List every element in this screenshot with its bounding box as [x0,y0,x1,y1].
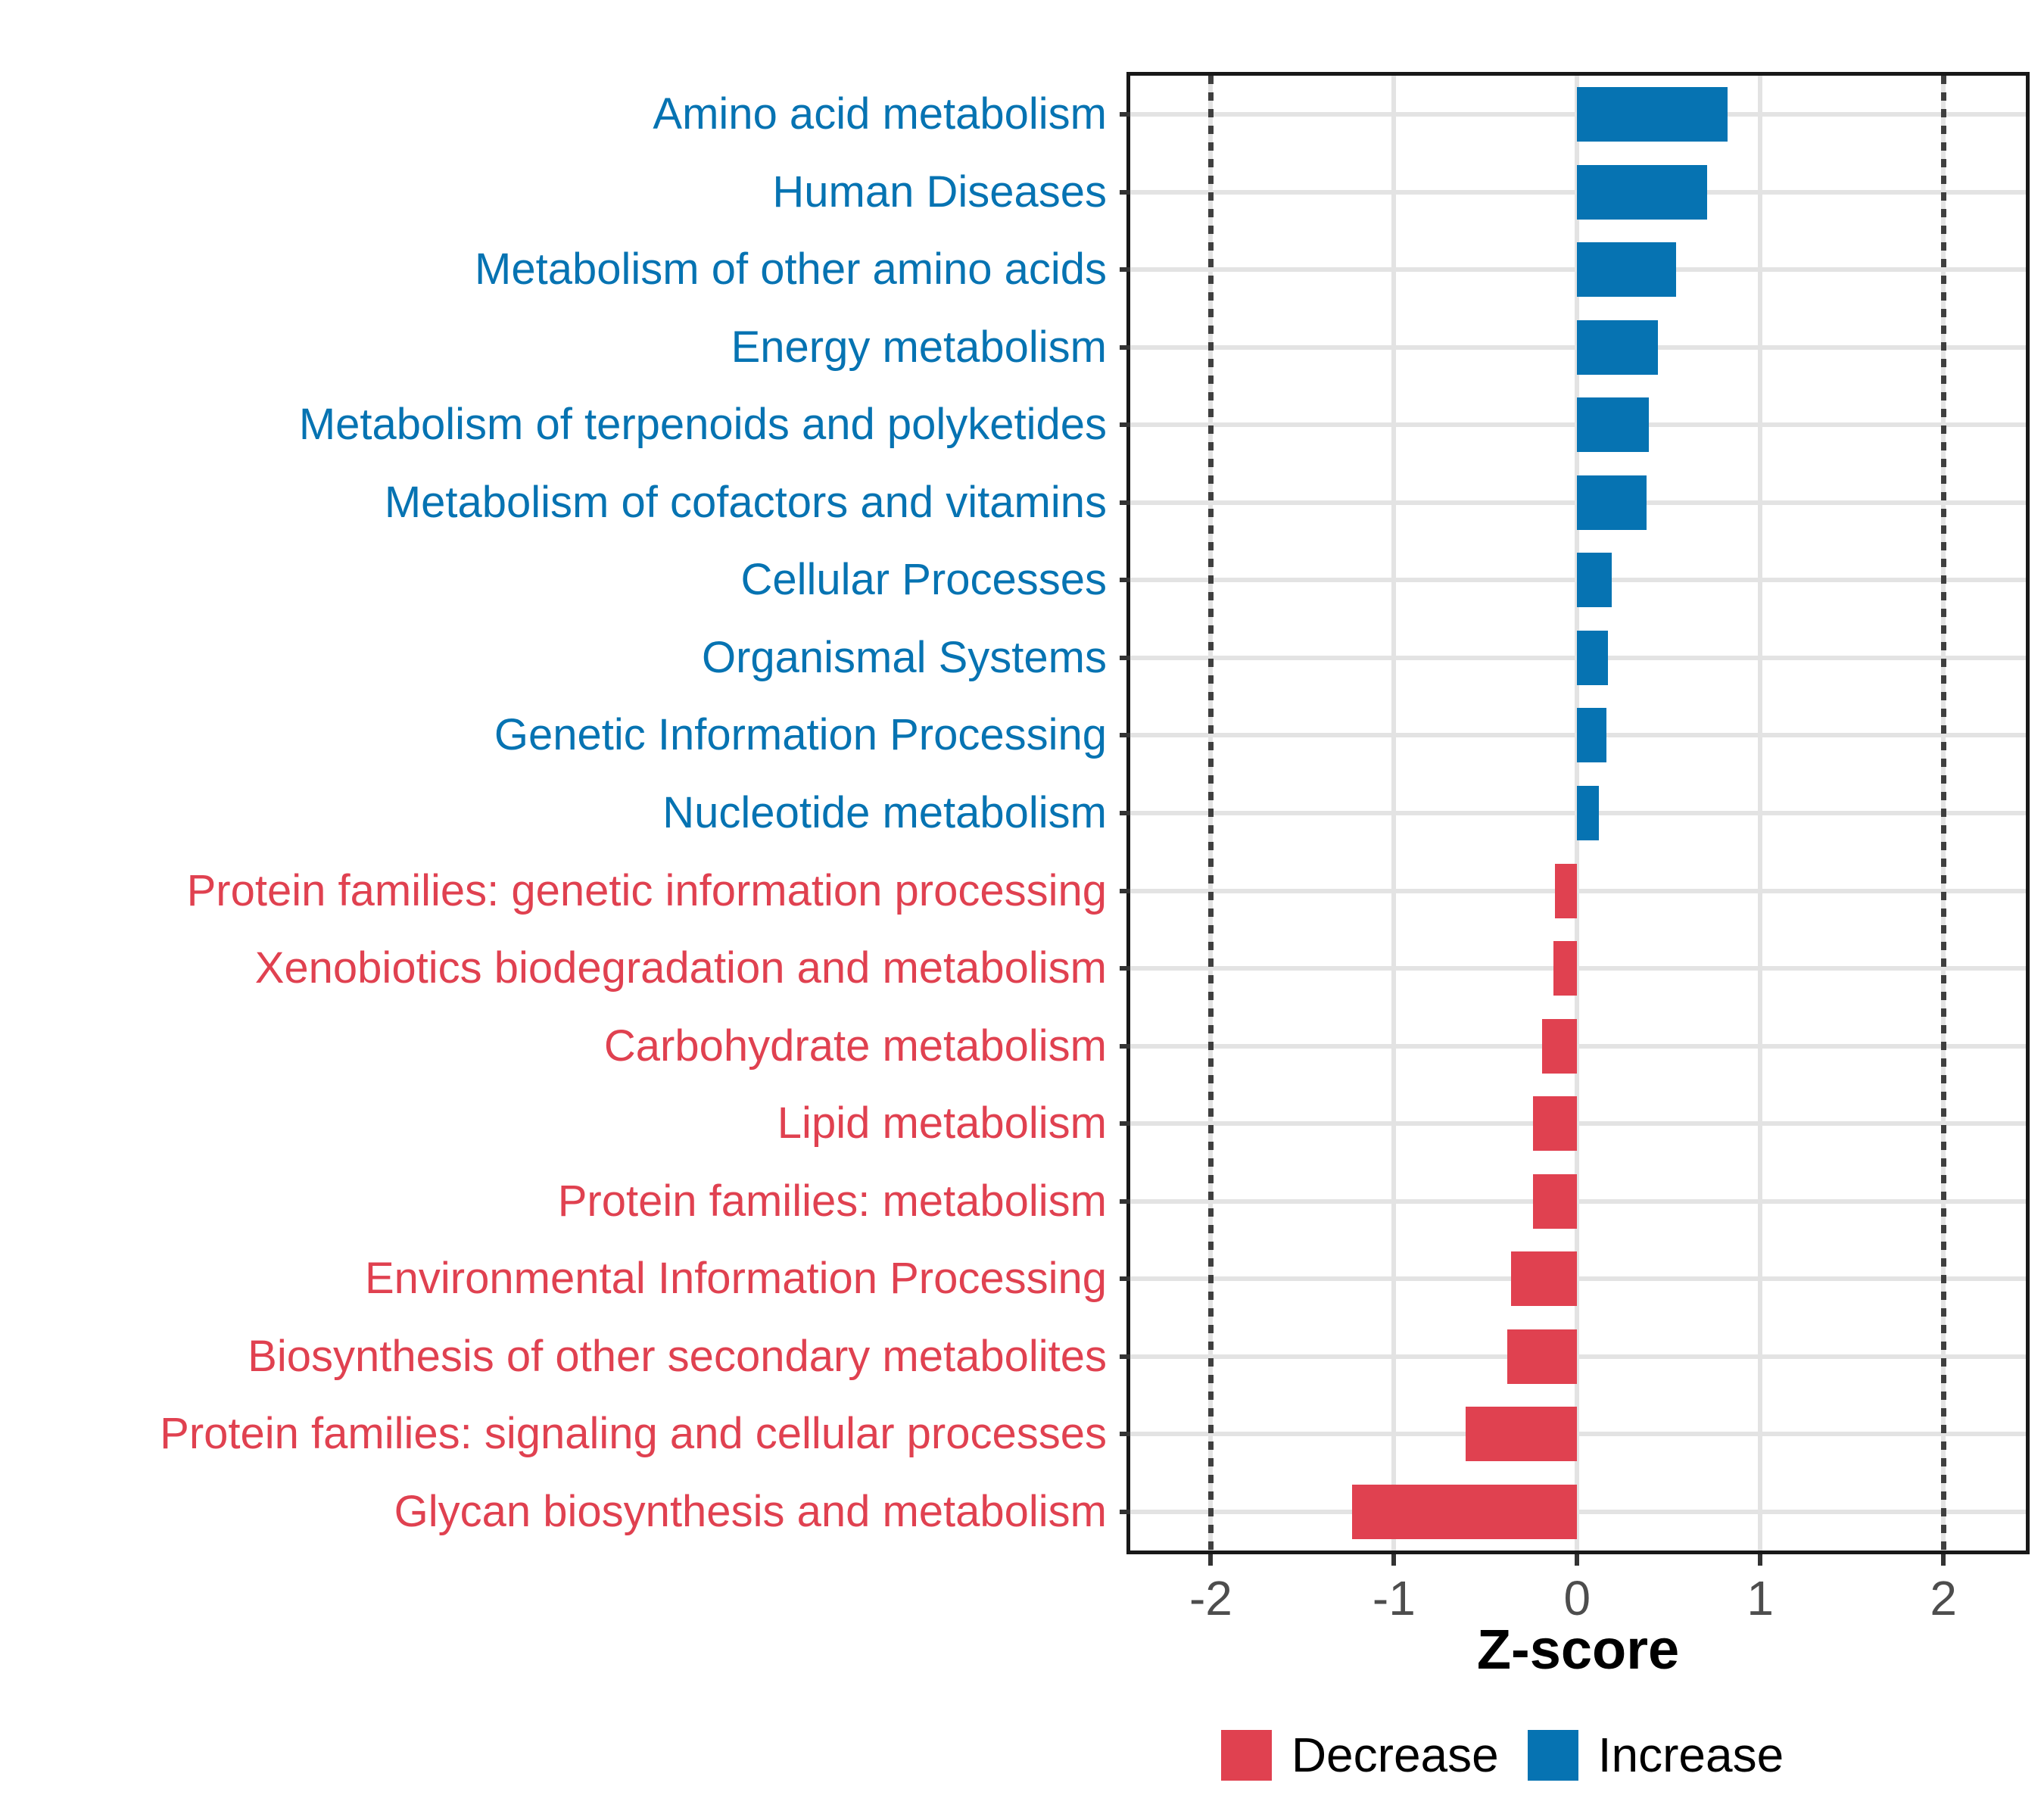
bar-row-9 [1577,708,1606,763]
bar-row-8 [1577,630,1609,685]
category-label: Metabolism of cofactors and vitamins [384,477,1107,527]
legend-item-decrease: Decrease [1220,1727,1499,1782]
x-axis-title: Z-score [1476,1618,1680,1681]
bar-row-15 [1533,1173,1578,1229]
bar-row-3 [1577,242,1676,298]
y-tick-mark [1120,733,1130,738]
x-tick-mark [1208,1554,1214,1566]
threshold-line--2 [1208,76,1214,1551]
increase-color-swatch [1527,1729,1578,1781]
bar-row-1 [1577,87,1728,142]
plot-panel [1126,72,2030,1554]
y-tick-mark [1120,578,1130,583]
y-tick-mark [1120,1432,1130,1437]
bar-row-16 [1511,1251,1578,1307]
threshold-line-2 [1941,76,1947,1551]
y-tick-mark [1120,966,1130,971]
y-tick-mark [1120,422,1130,428]
x-tick-label: -2 [1189,1571,1232,1625]
category-label: Xenobiotics biodegradation and metabolis… [254,943,1107,993]
category-label: Protein families: metabolism [557,1176,1107,1226]
x-tick-label: 2 [1930,1571,1957,1625]
y-tick-mark [1120,811,1130,815]
category-label: Biosynthesis of other secondary metaboli… [248,1331,1107,1381]
x-tick-mark [1758,1554,1763,1566]
gridline-row [1130,1198,2026,1204]
x-tick-label: 0 [1563,1571,1591,1625]
bar-row-4 [1577,319,1658,375]
category-label: Cellular Processes [740,555,1107,605]
gridline-row [1130,888,2026,893]
x-tick-mark [1575,1554,1580,1566]
decrease-color-swatch [1220,1729,1272,1781]
y-tick-mark [1120,500,1130,505]
bar-row-10 [1577,786,1600,840]
gridline-row [1130,966,2026,971]
y-tick-mark [1120,1354,1130,1359]
bar-row-5 [1577,397,1649,453]
y-tick-mark [1120,1121,1130,1127]
y-tick-mark [1120,1276,1130,1282]
y-tick-mark [1120,112,1130,117]
category-label: Carbohydrate metabolism [603,1021,1107,1071]
category-label: Human Diseases [772,167,1107,217]
category-label: Metabolism of other amino acids [475,245,1107,295]
y-tick-mark [1120,888,1130,893]
y-tick-mark [1120,189,1130,195]
y-tick-mark [1120,1198,1130,1204]
gridline-row [1130,1432,2026,1437]
category-label: Organismal Systems [701,632,1107,682]
legend-label-decrease: Decrease [1291,1727,1499,1782]
legend-label-increase: Increase [1597,1727,1784,1782]
category-label: Environmental Information Processing [364,1254,1107,1304]
bar-row-2 [1577,164,1708,220]
x-tick-mark [1941,1554,1946,1566]
bar-row-19 [1351,1484,1578,1539]
category-label: Protein families: genetic information pr… [186,865,1107,915]
legend-item-increase: Increase [1527,1727,1784,1782]
y-tick-mark [1120,655,1130,660]
y-tick-mark [1120,267,1130,273]
gridline-row [1130,1509,2026,1514]
category-label: Glycan biosynthesis and metabolism [394,1486,1107,1536]
y-tick-mark [1120,1509,1130,1514]
legend: Decrease Increase [979,1728,2026,1782]
x-tick-mark [1391,1554,1397,1566]
category-label: Amino acid metabolism [653,89,1107,139]
x-tick-label: -1 [1372,1571,1416,1625]
gridline-row [1130,1354,2026,1359]
bar-row-6 [1577,475,1647,530]
x-tick-label: 1 [1746,1571,1774,1625]
bar-row-14 [1533,1096,1578,1152]
y-tick-mark [1120,344,1130,350]
bar-row-7 [1577,553,1612,608]
category-label: Metabolism of terpenoids and polyketides [298,400,1107,450]
bar-row-18 [1465,1407,1578,1462]
gridline-row [1130,1043,2026,1049]
y-tick-mark [1120,1043,1130,1049]
category-label: Genetic Information Processing [494,710,1107,760]
bar-row-11 [1555,863,1578,918]
bar-row-12 [1553,941,1578,996]
bar-row-17 [1507,1329,1578,1384]
category-label: Energy metabolism [731,322,1107,372]
gridline-row [1130,1276,2026,1282]
gridline-row [1130,1121,2026,1127]
category-label: Protein families: signaling and cellular… [160,1409,1107,1459]
category-label: Lipid metabolism [777,1099,1107,1148]
category-label: Nucleotide metabolism [662,788,1107,837]
bar-row-13 [1542,1018,1578,1074]
